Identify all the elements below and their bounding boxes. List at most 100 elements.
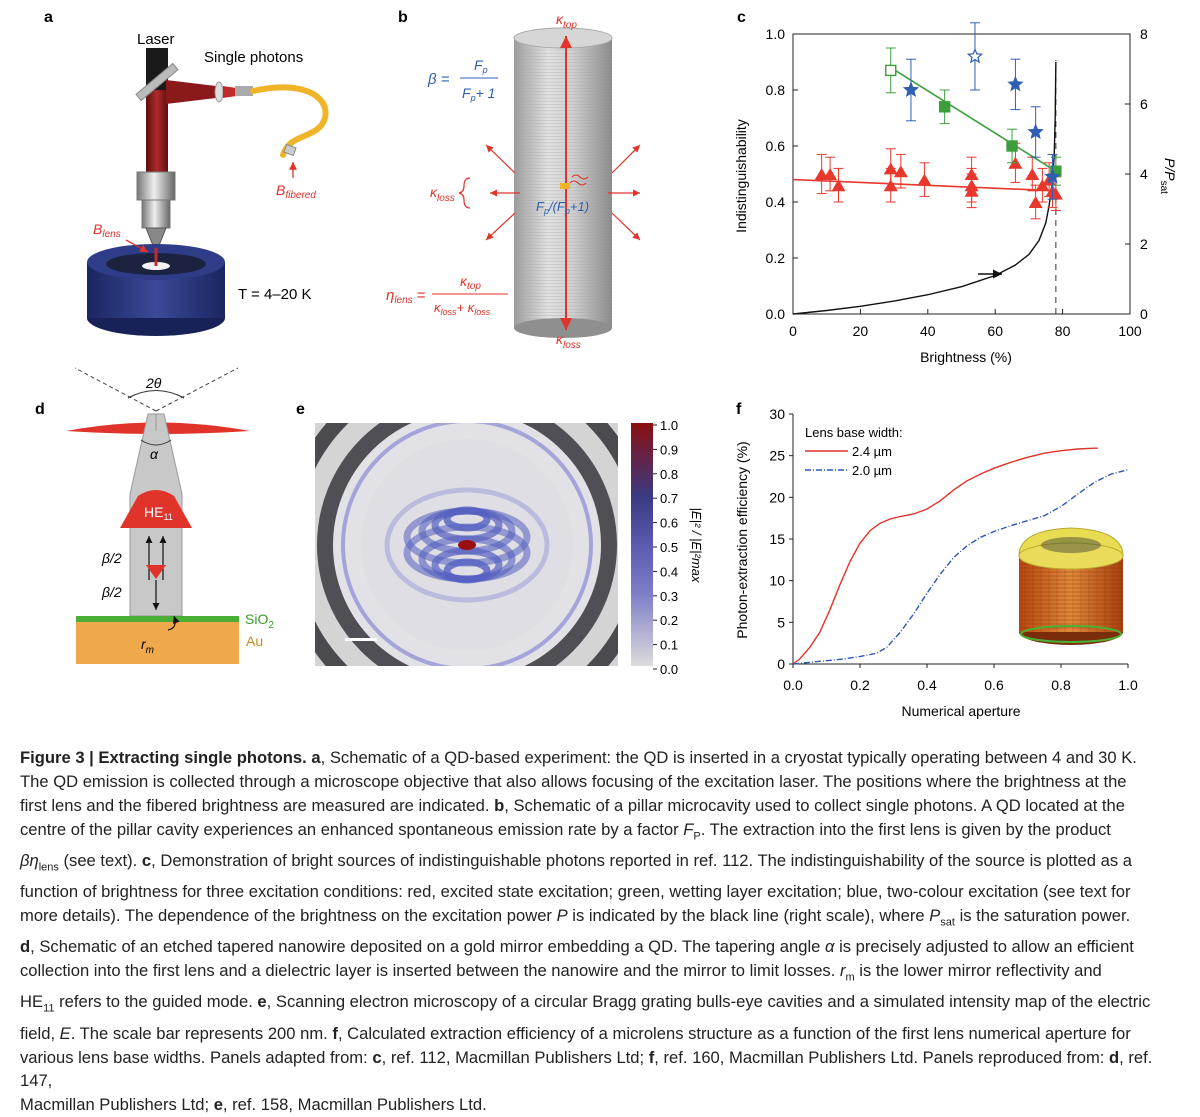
caption-line: field, E. The scale bar represents 200 n… <box>20 1023 1131 1043</box>
y2-tick-label: 0 <box>1140 306 1148 322</box>
chart-f-ylabel: Photon-extraction efficiency (%) <box>734 441 750 638</box>
x-tick-label: 20 <box>853 323 869 339</box>
y-tick-label: 20 <box>769 489 785 505</box>
y-tick-label: 1.0 <box>766 26 786 42</box>
data-point-triangle <box>823 168 838 180</box>
x-tick-label: 0.6 <box>984 677 1004 693</box>
figure-caption: Figure 3 | Extracting single photons. a,… <box>20 746 1182 1117</box>
kappa-top-label: κtop <box>556 11 577 31</box>
colorbar-tick: 1.0 <box>660 418 678 433</box>
caption-line: collection into the first lens and a die… <box>20 961 1102 984</box>
data-point-triangle <box>1028 196 1043 208</box>
data-point-star <box>1027 123 1044 139</box>
colorbar-tick: 0.2 <box>660 613 678 628</box>
caption-line: Macmillan Publishers Ltd; e, ref. 158, M… <box>20 1095 487 1115</box>
sio2-layer <box>76 616 239 622</box>
y-tick-label: 30 <box>769 406 785 422</box>
chart-c-xlabel: Brightness (%) <box>920 349 1012 365</box>
data-point-star <box>1007 75 1024 92</box>
colorbar-tick: 0.8 <box>660 467 678 482</box>
data-point-square <box>885 64 897 77</box>
angle-2theta-label: 2θ <box>145 375 162 391</box>
panel-a: a Laser Single photons Bfibered Blens T … <box>44 9 329 336</box>
b-lens-label: Blens <box>93 221 121 240</box>
laser-beam <box>146 90 168 182</box>
caption-line: function of brightness for three excitat… <box>20 882 1131 902</box>
microlens-inset <box>1018 527 1124 645</box>
x-tick-label: 0.2 <box>850 677 870 693</box>
scale-bar <box>345 638 377 641</box>
panel-c: c 0 20 40 60 80 100 0.0 0.2 0.4 0.6 0.8 1.0 0 2 4 6 8 Br… <box>733 9 1178 365</box>
colorbar-tick: 0.7 <box>660 491 678 506</box>
quantum-dot <box>560 183 570 189</box>
panel-b: b β = Fp Fp+ 1 κtop κloss κloss Fp/(Fp+1… <box>386 9 641 351</box>
chart-c-ylabel: Indistinguishability <box>733 119 749 233</box>
y-tick-label: 10 <box>769 573 785 589</box>
panel-label-d: d <box>35 401 45 418</box>
fiber-lens <box>214 81 224 103</box>
data-point-triangle <box>883 179 898 192</box>
svg-text:Fp+ 1: Fp+ 1 <box>462 85 495 103</box>
x-tick-label: 0 <box>789 323 797 339</box>
caption-line: a, Schematic of a QD-based experiment: t… <box>311 748 1137 767</box>
panel-label-a: a <box>44 9 53 26</box>
b-fibered-label: Bfibered <box>276 182 316 201</box>
panel-label-b: b <box>398 9 408 26</box>
taper-alpha-label: α <box>150 446 159 462</box>
quantum-dot-marker <box>146 565 166 579</box>
caption-line: more details). The dependence of the bri… <box>20 906 1131 929</box>
panel-label-e: e <box>296 401 305 418</box>
svg-text:ηlens=: ηlens = <box>386 287 426 306</box>
x-tick-label: 40 <box>920 323 936 339</box>
data-point-star <box>966 47 984 64</box>
colorbar <box>631 423 653 666</box>
au-label: Au <box>246 633 263 649</box>
y-tick-label: 15 <box>769 531 785 547</box>
y-tick-label: 0 <box>777 656 785 672</box>
caption-line: first lens and the fibered brightness ar… <box>20 795 1125 815</box>
svg-text:κtop: κtop <box>460 273 481 292</box>
x-tick-label: 60 <box>987 323 1003 339</box>
sio2-label: SiO2 <box>245 611 274 631</box>
colorbar-tick: 0.9 <box>660 442 678 457</box>
series-line <box>792 447 1098 665</box>
data-point-star <box>902 81 920 97</box>
single-photons-label: Single photons <box>204 49 303 66</box>
data-point-square <box>938 101 951 113</box>
panel-d: d 2θ α HE11 β/2 β/2 SiO2 Au rm <box>35 367 274 664</box>
caption-line: The QD emission is collected through a m… <box>20 771 1127 791</box>
colorbar-tick: 0.0 <box>660 662 678 677</box>
chart-f-xlabel: Numerical aperture <box>901 703 1020 719</box>
gold-mirror <box>76 622 239 664</box>
x-tick-label: 100 <box>1118 323 1142 339</box>
chart-c-frame <box>792 33 1131 315</box>
data-point-star <box>1044 168 1061 184</box>
legend-title: Lens base width: <box>805 425 903 440</box>
data-point-square <box>1006 140 1018 152</box>
colorbar-tick: 0.1 <box>660 638 678 653</box>
panel-label-c: c <box>737 9 746 26</box>
beam-splitter <box>135 62 179 102</box>
kappa-loss-label: κloss <box>430 184 455 204</box>
caption-line: centre of the pillar cavity experiences … <box>20 819 1111 843</box>
y-tick-label: 0.8 <box>766 82 786 98</box>
panel-label-f: f <box>736 401 742 418</box>
y-tick-label: 0.6 <box>766 138 786 154</box>
caption-heading: Figure 3 | Extracting single photons. <box>20 748 307 767</box>
svg-text:Fp: Fp <box>474 57 488 75</box>
panel-e: e 1.0 0.9 0.8 0.7 0.6 0.5 0.4 0.3 0.2 0.1 0.0 |E|²… <box>296 401 704 677</box>
svg-text:κloss+ κloss: κloss+ κloss <box>434 300 491 317</box>
sem-image <box>315 423 618 666</box>
data-point-triangle <box>893 165 908 178</box>
optical-fiber <box>250 84 329 158</box>
legend-label-2-4um: 2.4 µm <box>852 444 892 459</box>
he11-mode <box>120 490 192 528</box>
y2-tick-label: 2 <box>1140 236 1148 252</box>
series-line <box>792 469 1129 665</box>
colorbar-tick: 0.6 <box>660 516 678 531</box>
y2-tick-label: 4 <box>1140 166 1148 182</box>
panel-f: f 0.0 0.2 0.4 0.6 0.8 1.0 0 5 10 15 20 25 30 Lens ba… <box>734 401 1138 719</box>
y-tick-label: 0.2 <box>766 250 786 266</box>
purcell-label: Fp/(Fp+1) <box>536 199 589 216</box>
y-tick-label: 0.0 <box>766 306 786 322</box>
